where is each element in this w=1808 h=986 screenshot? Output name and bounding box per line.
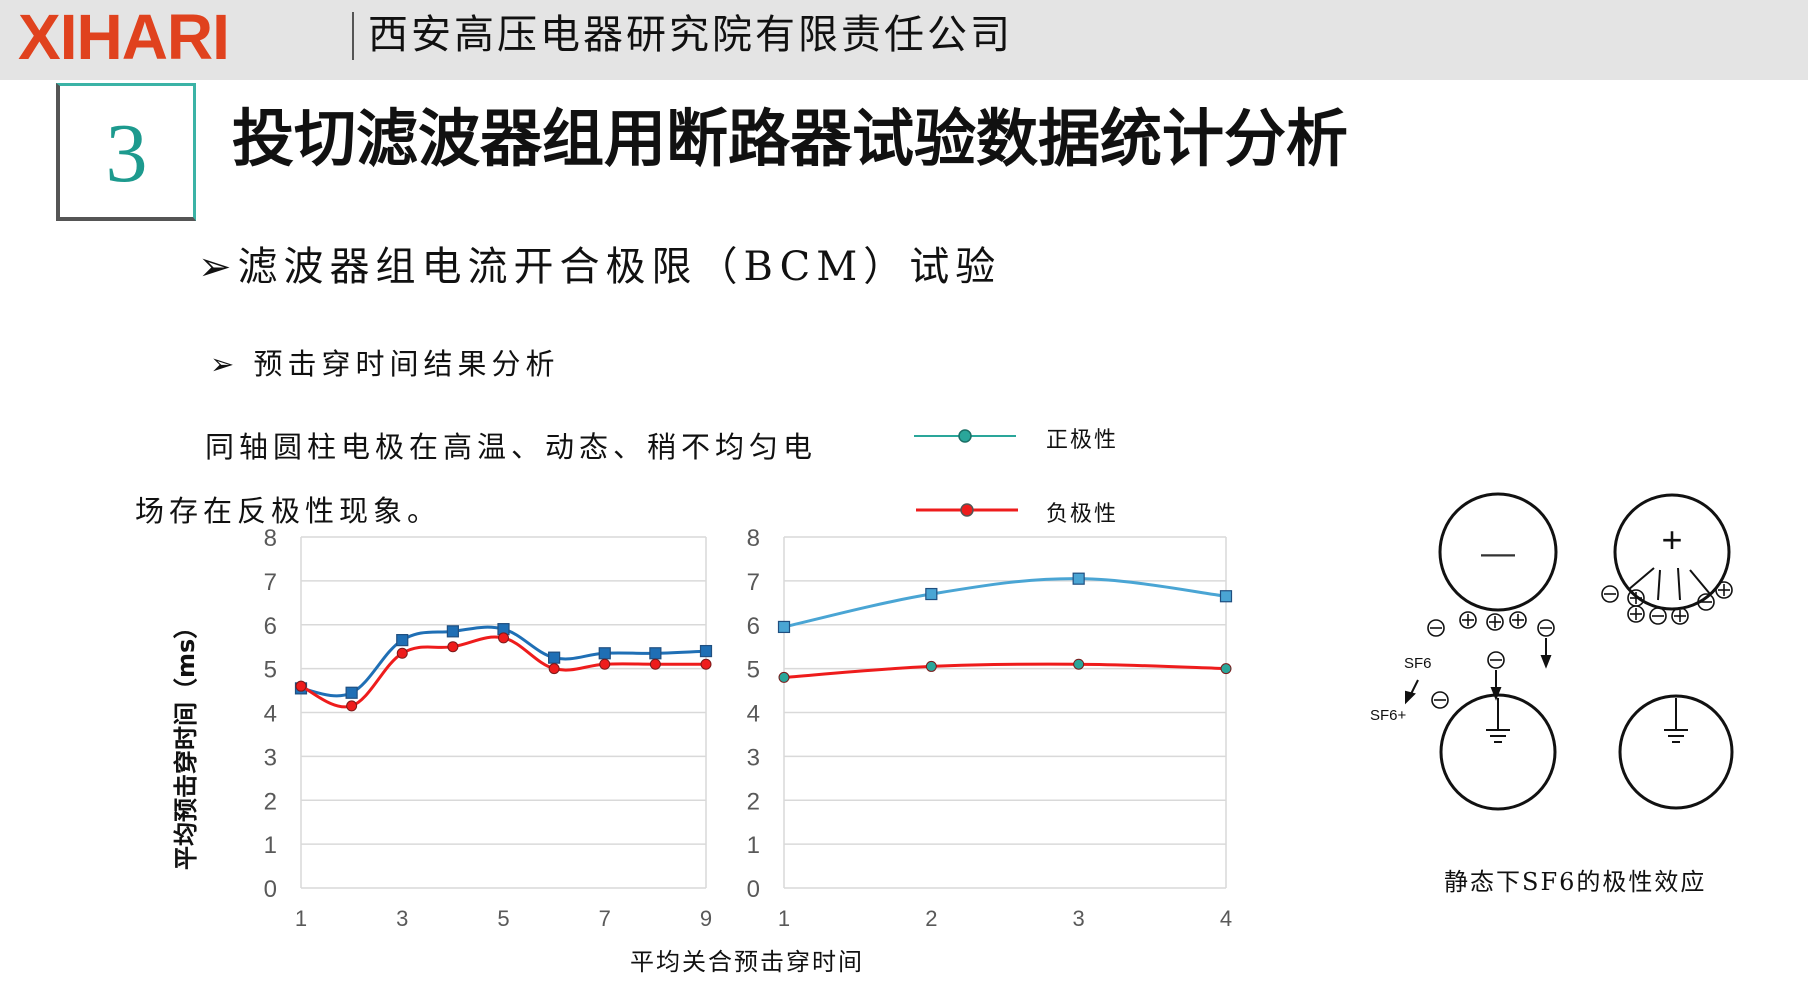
data-point <box>548 651 561 664</box>
data-point <box>599 658 611 670</box>
data-point <box>700 658 712 670</box>
x-tick-label: 1 <box>778 906 790 931</box>
y-tick-label: 5 <box>264 657 277 684</box>
data-point <box>295 680 307 692</box>
data-point <box>649 658 661 670</box>
legend-label-negative: 负极性 <box>1046 502 1119 527</box>
x-axis-title: 平均关合预击穿时间 <box>630 948 864 976</box>
y-tick-label: 8 <box>747 525 760 552</box>
data-point <box>548 663 560 675</box>
y-tick-label: 7 <box>264 569 277 596</box>
electrode-bottom-right <box>1618 694 1734 810</box>
legend-label-positive: 正极性 <box>1046 428 1119 453</box>
y-tick-label: 4 <box>264 701 277 728</box>
ground-icon <box>1486 698 1510 743</box>
company-logo: XIHARI <box>18 1 230 73</box>
ground-icon <box>1664 698 1688 743</box>
company-name: 西安高压电器研究院有限责任公司 <box>368 12 1013 58</box>
x-tick-label: 3 <box>396 906 408 931</box>
ion-symbols <box>1427 581 1733 709</box>
series-line <box>783 577 1227 629</box>
data-point <box>1220 663 1232 675</box>
data-point <box>345 686 358 699</box>
data-point <box>649 647 662 660</box>
data-point <box>1072 572 1085 585</box>
x-tick-label: 2 <box>925 906 937 931</box>
subtitle: ➢滤波器组电流开合极限（BCM）试验 <box>198 244 1002 290</box>
series-line <box>300 635 706 709</box>
data-point <box>396 647 408 659</box>
polarity-effect-diagram: — + SF6 SF6+ <box>1370 492 1734 811</box>
y-tick-label: 3 <box>747 744 760 771</box>
minus-sign: — <box>1481 534 1515 572</box>
diagram-caption: 静态下SF6的极性效应 <box>1444 868 1707 896</box>
y-tick-label: 0 <box>264 876 277 903</box>
x-tick-label: 9 <box>700 906 712 931</box>
legend-markers <box>914 429 1018 517</box>
y-tick-label: 4 <box>747 701 760 728</box>
sf6-ion-label: SF6+ <box>1370 707 1407 724</box>
y-tick-label: 3 <box>264 744 277 771</box>
x-tick-label: 5 <box>497 906 509 931</box>
data-point <box>699 644 713 658</box>
y-tick-label: 0 <box>747 876 760 903</box>
data-point <box>777 620 791 634</box>
electrode-top-left <box>1438 492 1558 612</box>
y-tick-label: 1 <box>264 832 277 859</box>
y-tick-label: 1 <box>747 832 760 859</box>
subheading: ➢ 预击穿时间结果分析 <box>210 347 560 381</box>
y-tick-label: 6 <box>264 613 277 640</box>
field-arrows <box>1405 567 1711 705</box>
data-point <box>447 641 459 653</box>
x-tick-label: 4 <box>1220 906 1232 931</box>
header-bar: XIHARI 西安高压电器研究院有限责任公司 <box>0 0 1808 80</box>
sf6-label: SF6 <box>1404 655 1432 672</box>
plus-sign: + <box>1661 519 1682 560</box>
data-point <box>446 625 459 638</box>
x-tick-label: 7 <box>599 906 611 931</box>
y-tick-label: 2 <box>747 788 760 815</box>
section-number: 3 <box>105 107 148 200</box>
x-tick-label: 3 <box>1073 906 1085 931</box>
section-number-box: 3 <box>56 83 196 221</box>
data-point <box>778 671 790 683</box>
data-point <box>1219 590 1233 603</box>
logo-divider <box>352 12 354 60</box>
electrode-top-right <box>1613 493 1731 611</box>
y-tick-label: 5 <box>747 657 760 684</box>
y-tick-label: 6 <box>747 613 760 640</box>
y-tick-label: 2 <box>264 788 277 815</box>
series-line <box>783 662 1227 679</box>
data-point <box>1073 658 1085 670</box>
x-tick-label: 1 <box>295 906 307 931</box>
y-axis-title: 平均预击穿时间（ms） <box>172 614 200 870</box>
y-tick-label: 7 <box>747 569 760 596</box>
data-point <box>598 647 611 660</box>
data-point <box>925 660 937 672</box>
data-point <box>346 700 358 712</box>
legend-marker-positive <box>958 429 972 443</box>
data-point <box>396 634 409 647</box>
legend-marker-negative <box>960 503 974 517</box>
data-point <box>925 587 938 601</box>
chart-legend: 正极性 负极性 <box>912 414 1152 534</box>
y-tick-label: 8 <box>264 525 277 552</box>
description-paragraph: 同轴圆柱电极在高温、动态、稍不均匀电场存在反极性现象。 <box>135 430 818 528</box>
slide-title: 投切滤波器组用断路器试验数据统计分析 <box>232 102 1349 175</box>
data-point <box>498 632 509 644</box>
